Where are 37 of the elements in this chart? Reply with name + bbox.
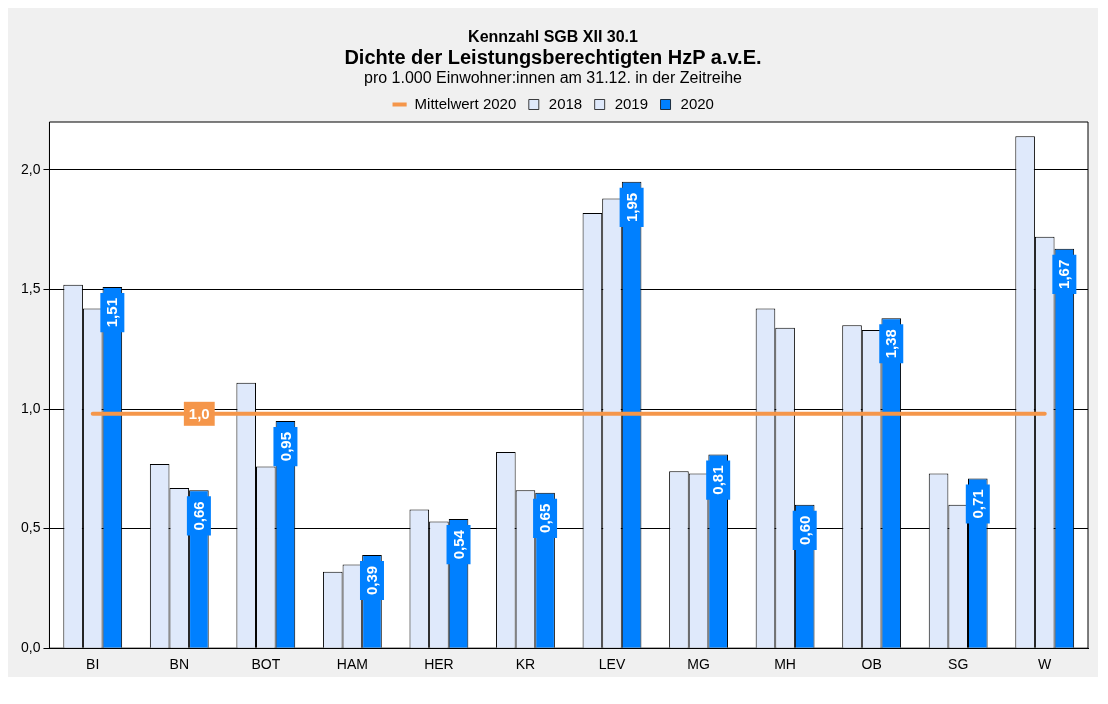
x-tick-label: BI <box>86 656 100 673</box>
data-label: 1,95 <box>622 192 640 222</box>
legend-label: 2020 <box>680 94 714 112</box>
y-tick-label: 2,0 <box>20 160 41 177</box>
data-label: 0,60 <box>795 515 813 545</box>
x-tick-label: BOT <box>251 656 281 673</box>
x-tick-label: SG <box>948 656 969 673</box>
x-tick-label: LEV <box>598 656 626 673</box>
text: Kennzahl SGB XII 30.1 <box>467 28 639 46</box>
y-tick-label: 1,0 <box>20 399 41 416</box>
legend-label: 2018 <box>548 94 583 112</box>
chart-subtitle: pro 1.000 Einwohner:innen am 31.12. in der Zeitreihe <box>363 69 743 87</box>
legend-label: Mittelwert 2020 <box>414 94 517 112</box>
data-label: 0,66 <box>190 501 208 531</box>
data-label: 0,81 <box>709 465 727 495</box>
legend-label: 2019 <box>614 94 649 112</box>
data-label: 0,54 <box>449 529 467 560</box>
data-label: 1,38 <box>882 329 900 359</box>
data-label: 0,71 <box>968 489 986 519</box>
x-tick-label: BN <box>169 656 190 673</box>
data-label: 0,39 <box>363 565 381 596</box>
chart-title: Dichte der Leistungsberechtigten HzP a.v.E. <box>343 46 763 69</box>
data-label: 0,65 <box>536 503 554 533</box>
data-label: 1,67 <box>1055 259 1073 289</box>
y-tick-label: 0,5 <box>20 519 41 536</box>
x-tick-label: KR <box>515 656 536 673</box>
data-label: 1,51 <box>103 298 121 328</box>
x-tick-label: HER <box>424 656 454 673</box>
y-tick-label: 1,5 <box>20 280 41 297</box>
x-tick-label: HAM <box>336 656 368 673</box>
x-tick-label: MH <box>774 656 796 673</box>
y-tick-label: 0,0 <box>20 639 41 656</box>
data-label: 0,95 <box>276 431 294 462</box>
x-tick-label: W <box>1038 656 1053 673</box>
x-tick-label: MG <box>687 656 710 673</box>
x-tick-label: OB <box>861 656 882 673</box>
data-label: 1,0 <box>188 404 210 422</box>
